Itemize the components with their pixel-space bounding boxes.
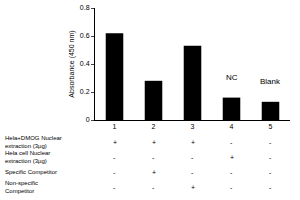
svg-text:Non-specificCompetitor: Non-specificCompetitor bbox=[5, 180, 38, 194]
svg-text:4: 4 bbox=[230, 123, 234, 130]
svg-text:Hela cell Nuclearextraction (3: Hela cell Nuclearextraction (3μg) bbox=[5, 150, 50, 164]
svg-text:Absorbance (450 nm): Absorbance (450 nm) bbox=[68, 30, 76, 97]
svg-text:-: - bbox=[269, 184, 272, 191]
svg-text:0.6: 0.6 bbox=[80, 32, 90, 39]
svg-text:-: - bbox=[269, 139, 272, 146]
svg-text:-: - bbox=[152, 184, 155, 191]
svg-text:-: - bbox=[269, 169, 272, 176]
svg-text:-: - bbox=[113, 154, 116, 161]
svg-text:-: - bbox=[230, 139, 233, 146]
svg-text:+: + bbox=[191, 184, 195, 191]
svg-text:+: + bbox=[152, 139, 156, 146]
svg-text:-: - bbox=[230, 169, 233, 176]
svg-text:+: + bbox=[113, 139, 117, 146]
svg-text:0.8: 0.8 bbox=[80, 4, 90, 11]
svg-text:+: + bbox=[191, 139, 195, 146]
svg-text:-: - bbox=[230, 184, 233, 191]
svg-text:2: 2 bbox=[152, 123, 156, 130]
svg-text:0.4: 0.4 bbox=[80, 60, 90, 67]
svg-text:+: + bbox=[152, 169, 156, 176]
svg-text:-: - bbox=[269, 154, 272, 161]
svg-text:+: + bbox=[230, 154, 234, 161]
svg-text:-: - bbox=[191, 154, 194, 161]
svg-text:-: - bbox=[113, 184, 116, 191]
svg-text:Hela+DMOG Nuclearextraction (3: Hela+DMOG Nuclearextraction (3μg) bbox=[5, 135, 62, 149]
svg-text:0: 0 bbox=[86, 116, 90, 123]
svg-text:1: 1 bbox=[113, 123, 117, 130]
svg-text:-: - bbox=[152, 154, 155, 161]
svg-text:Blank: Blank bbox=[260, 77, 281, 86]
svg-text:Specific Competitor: Specific Competitor bbox=[5, 169, 57, 175]
svg-text:-: - bbox=[191, 169, 194, 176]
svg-text:5: 5 bbox=[269, 123, 273, 130]
svg-text:3: 3 bbox=[191, 123, 195, 130]
svg-text:0.2: 0.2 bbox=[80, 88, 90, 95]
svg-text:-: - bbox=[113, 169, 116, 176]
svg-text:NC: NC bbox=[226, 73, 238, 82]
